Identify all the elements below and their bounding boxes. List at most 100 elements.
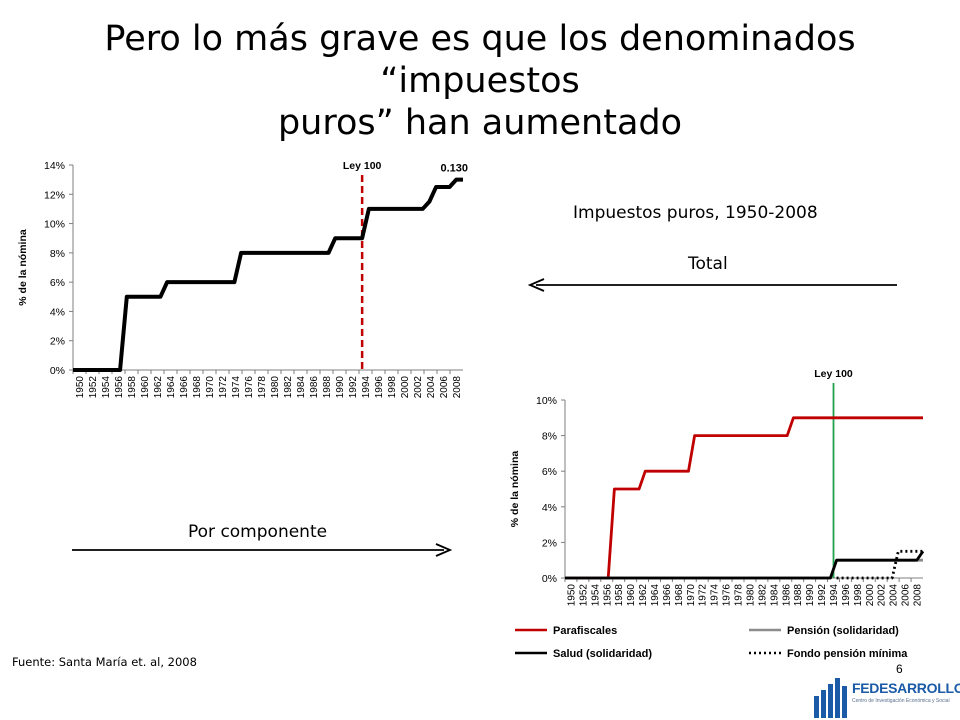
x-tick-label: 2006 (901, 584, 912, 607)
x-tick-label: 1954 (101, 376, 112, 399)
x-tick-label: 1992 (348, 376, 359, 399)
x-tick-label: 1952 (578, 584, 589, 607)
x-tick-label: 1974 (710, 584, 721, 607)
series-line-total (73, 177, 463, 372)
y-tick-label: 6% (542, 466, 557, 478)
x-tick-label: 1956 (602, 584, 613, 607)
y-tick-label: 4% (542, 502, 557, 514)
x-tick-label: 1998 (853, 584, 864, 607)
x-tick-label: 1960 (626, 584, 637, 607)
x-tick-label: 1980 (745, 584, 756, 607)
y-tick-label: 8% (50, 248, 65, 260)
x-tick-label: 2008 (452, 376, 463, 399)
y-tick-label: 12% (44, 189, 65, 201)
y-axis-label: % de la nómina (509, 451, 521, 528)
y-tick-label: 10% (536, 395, 557, 407)
x-tick-label: 1990 (335, 376, 346, 399)
x-tick-label: 2002 (413, 376, 424, 399)
x-tick-label: 2000 (400, 376, 411, 399)
x-tick-label: 1980 (270, 376, 281, 399)
x-tick-label: 1954 (590, 584, 601, 607)
x-tick-label: 1974 (231, 376, 242, 399)
x-tick-label: 1972 (218, 376, 229, 399)
x-tick-label: 1950 (566, 584, 577, 607)
logo-name: FEDESARROLLO (852, 680, 960, 696)
y-axis-label: % de la nómina (17, 229, 29, 306)
x-tick-label: 1968 (674, 584, 685, 607)
x-tick-label: 1986 (309, 376, 320, 399)
x-tick-label: 1970 (686, 584, 697, 607)
series-line-fondo-pensi-n-m-nima (836, 549, 923, 580)
legend-label: Pensión (solidaridad) (787, 625, 899, 637)
x-tick-label: 1962 (638, 584, 649, 607)
x-tick-label: 1958 (614, 584, 625, 607)
y-tick-label: 2% (50, 336, 65, 348)
x-tick-label: 1950 (75, 376, 86, 399)
x-tick-label: 1956 (114, 376, 125, 399)
x-tick-label: 1964 (166, 376, 177, 399)
x-tick-label: 1996 (374, 376, 385, 399)
fedesarrollo-logo: FEDESARROLLO Centro de Investigación Eco… (812, 676, 960, 720)
x-tick-label: 1994 (361, 376, 372, 399)
x-tick-label: 1994 (829, 584, 840, 607)
value-annotation: 0.130 (441, 163, 469, 175)
x-tick-label: 2004 (426, 376, 437, 399)
y-tick-label: 4% (50, 306, 65, 318)
x-tick-label: 1988 (793, 584, 804, 607)
y-tick-label: 6% (50, 277, 65, 289)
x-tick-label: 2000 (865, 584, 876, 607)
logo-bars-icon (814, 678, 847, 718)
legend-label: Salud (solidaridad) (553, 648, 652, 660)
law-label: Ley 100 (343, 160, 382, 172)
law-label: Ley 100 (814, 368, 853, 380)
x-tick-label: 1970 (205, 376, 216, 399)
logo-subtitle: Centro de Investigación Económica y Soci… (852, 698, 950, 704)
main-chart-label: Impuestos puros, 1950-2008 (573, 203, 818, 223)
x-tick-label: 1958 (127, 376, 138, 399)
y-tick-label: 10% (44, 219, 65, 231)
legend-label: Fondo pensión mínima (787, 648, 908, 660)
x-tick-label: 1986 (781, 584, 792, 607)
x-tick-label: 2002 (877, 584, 888, 607)
slide-title-line-2: puros” han aumentado (277, 103, 683, 143)
x-tick-label: 1988 (322, 376, 333, 399)
page-number: 6 (896, 662, 903, 676)
x-tick-label: 1960 (140, 376, 151, 399)
x-tick-label: 1978 (734, 584, 745, 607)
x-tick-label: 1968 (192, 376, 203, 399)
y-tick-label: 0% (542, 573, 557, 585)
series-line-parafiscales (565, 416, 923, 580)
x-tick-label: 1976 (722, 584, 733, 607)
source-note: Fuente: Santa María et. al, 2008 (12, 655, 197, 669)
x-tick-label: 1978 (257, 376, 268, 399)
y-tick-label: 0% (50, 365, 65, 377)
x-tick-label: 2006 (439, 376, 450, 399)
x-tick-label: 1996 (841, 584, 852, 607)
y-tick-label: 8% (542, 431, 557, 443)
x-tick-label: 1972 (698, 584, 709, 607)
x-tick-label: 1984 (769, 584, 780, 607)
x-tick-label: 1998 (387, 376, 398, 399)
y-tick-label: 2% (542, 537, 557, 549)
component-label: Por componente (188, 522, 328, 542)
x-tick-label: 1966 (662, 584, 673, 607)
x-tick-label: 2008 (913, 584, 924, 607)
x-tick-label: 1964 (650, 584, 661, 607)
slide-title-line-1: Pero lo más grave es que los denominados… (104, 19, 856, 101)
series-line-pensi-n-solidaridad- (565, 558, 923, 580)
x-tick-label: 2004 (889, 584, 900, 607)
x-tick-label: 1966 (179, 376, 190, 399)
legend-label: Parafiscales (553, 625, 617, 637)
x-tick-label: 1982 (757, 584, 768, 607)
x-tick-label: 1990 (805, 584, 816, 607)
x-tick-label: 1962 (153, 376, 164, 399)
x-tick-label: 1976 (244, 376, 255, 399)
total-label: Total (688, 254, 728, 274)
x-tick-label: 1952 (88, 376, 99, 399)
series-line-salud-solidaridad- (565, 550, 925, 580)
x-tick-label: 1992 (817, 584, 828, 607)
x-tick-label: 1982 (283, 376, 294, 399)
slide-title: Pero lo más grave es que los denominados… (20, 18, 940, 144)
x-tick-label: 1984 (296, 376, 307, 399)
y-tick-label: 14% (44, 160, 65, 172)
